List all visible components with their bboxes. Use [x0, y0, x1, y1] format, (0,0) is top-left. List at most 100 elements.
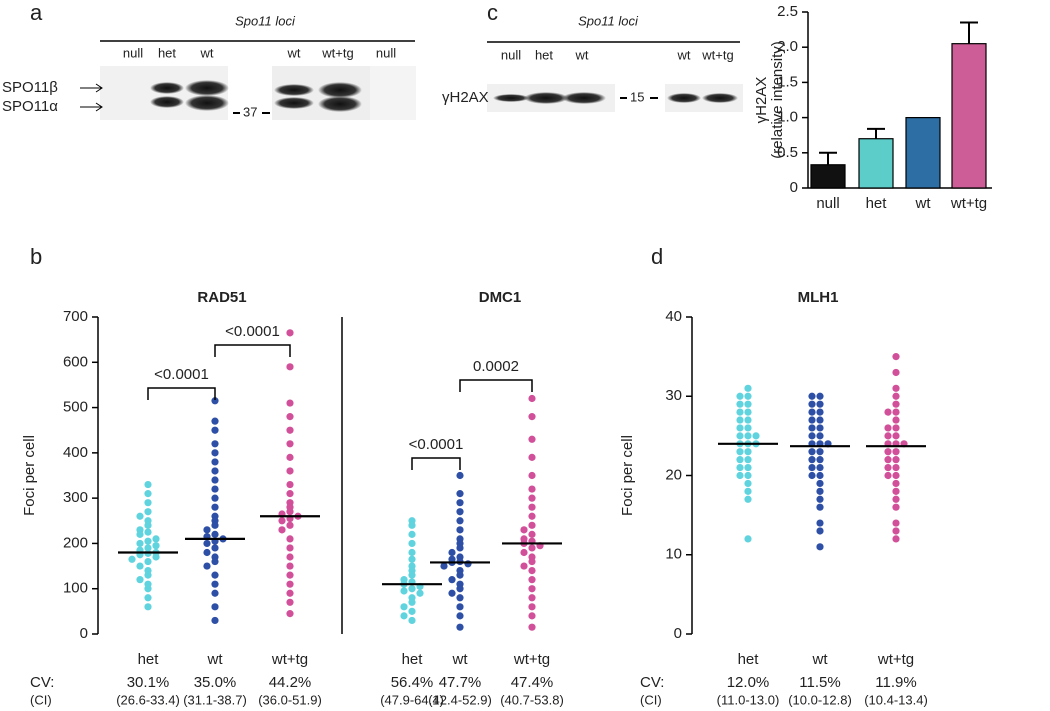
data-point	[892, 456, 900, 464]
data-point	[816, 487, 824, 495]
data-point	[744, 392, 752, 400]
data-point	[892, 503, 900, 511]
data-point	[211, 571, 219, 579]
lane-label: null	[501, 47, 521, 62]
cv-value: 12.0%	[727, 674, 770, 691]
data-point	[816, 408, 824, 416]
data-point	[816, 543, 824, 551]
data-point	[408, 555, 416, 563]
data-point	[892, 463, 900, 472]
data-point	[816, 519, 824, 527]
group-label: wt	[812, 651, 829, 668]
data-point	[286, 544, 294, 552]
data-point	[528, 471, 536, 480]
data-point	[744, 384, 752, 392]
data-point	[211, 616, 219, 625]
data-point	[408, 548, 416, 557]
data-point	[892, 471, 900, 480]
data-point	[736, 408, 744, 416]
cv-value: 11.5%	[799, 674, 840, 691]
data-point	[456, 594, 464, 602]
data-point	[528, 567, 536, 575]
data-point	[816, 495, 824, 503]
y-tick-label: 0.5	[777, 144, 798, 161]
data-point	[736, 432, 744, 440]
ci-value: (36.0-51.9)	[258, 692, 322, 707]
data-point	[211, 580, 219, 588]
data-point	[203, 539, 211, 548]
y-tick-label: 300	[63, 489, 88, 506]
data-point	[528, 394, 536, 403]
x-tick-label: het	[866, 195, 888, 212]
x-tick-label: wt+tg	[950, 195, 987, 212]
data-point	[892, 353, 900, 361]
error-bar	[960, 21, 978, 44]
data-point	[286, 580, 294, 588]
cv-value: 47.7%	[439, 674, 482, 691]
data-point	[408, 607, 416, 615]
panel-label: d	[651, 244, 663, 269]
data-point	[892, 392, 900, 400]
panel-label: a	[30, 0, 43, 25]
data-point	[528, 435, 536, 443]
data-point	[520, 526, 528, 534]
ci-value: (40.7-53.8)	[500, 692, 564, 707]
data-point	[448, 576, 456, 584]
significance-bracket	[411, 457, 461, 470]
data-point	[286, 535, 294, 543]
group-label: wt	[452, 651, 469, 668]
y-tick-label: 500	[63, 399, 88, 416]
cv-value: 30.1%	[127, 674, 170, 691]
ci-value: (10.0-12.8)	[788, 692, 852, 707]
data-point	[744, 424, 752, 432]
blot-a: a Spo11 loci null het wt wt wt+tg null S…	[2, 0, 416, 120]
group-label: het	[738, 651, 760, 668]
data-point	[211, 449, 219, 457]
data-point	[136, 512, 144, 520]
y-axis-label: γH2AX	[753, 77, 770, 124]
band	[702, 93, 738, 103]
data-point	[152, 542, 160, 550]
data-point	[528, 453, 536, 461]
data-point	[456, 544, 464, 552]
data-point	[816, 400, 824, 408]
data-point	[286, 329, 294, 337]
data-point	[440, 562, 448, 570]
data-point	[144, 594, 152, 602]
data-point	[211, 397, 219, 405]
x-tick-label: null	[816, 195, 839, 212]
y-tick-label: 0	[80, 625, 88, 642]
y-tick-label: 20	[665, 466, 682, 483]
bar	[810, 164, 846, 189]
data-point	[211, 589, 219, 597]
data-point	[211, 494, 219, 502]
blot-header: Spo11 loci	[578, 13, 639, 28]
data-point	[456, 499, 464, 507]
data-point	[286, 571, 294, 579]
data-point	[456, 517, 464, 525]
data-point	[744, 456, 752, 464]
data-point	[278, 517, 286, 525]
data-point	[744, 400, 752, 408]
data-point	[528, 576, 536, 584]
data-point	[286, 453, 294, 461]
band	[185, 80, 229, 96]
data-point	[416, 589, 424, 597]
ci-heading: (CI)	[640, 692, 662, 707]
data-point	[808, 463, 816, 472]
data-point	[528, 612, 536, 620]
lane-label: null	[376, 45, 396, 60]
data-point	[408, 616, 416, 625]
data-point	[211, 521, 219, 529]
data-point	[144, 603, 152, 611]
lane-label: null	[123, 45, 143, 60]
x-tick-label: wt	[915, 195, 932, 212]
data-point	[144, 490, 152, 498]
data-point	[744, 463, 752, 472]
data-point	[408, 521, 416, 529]
data-point	[528, 594, 536, 602]
y-tick-label: 1.0	[777, 109, 798, 126]
significance-bracket	[459, 379, 533, 392]
lane-label: het	[158, 45, 176, 60]
data-point	[892, 519, 900, 527]
